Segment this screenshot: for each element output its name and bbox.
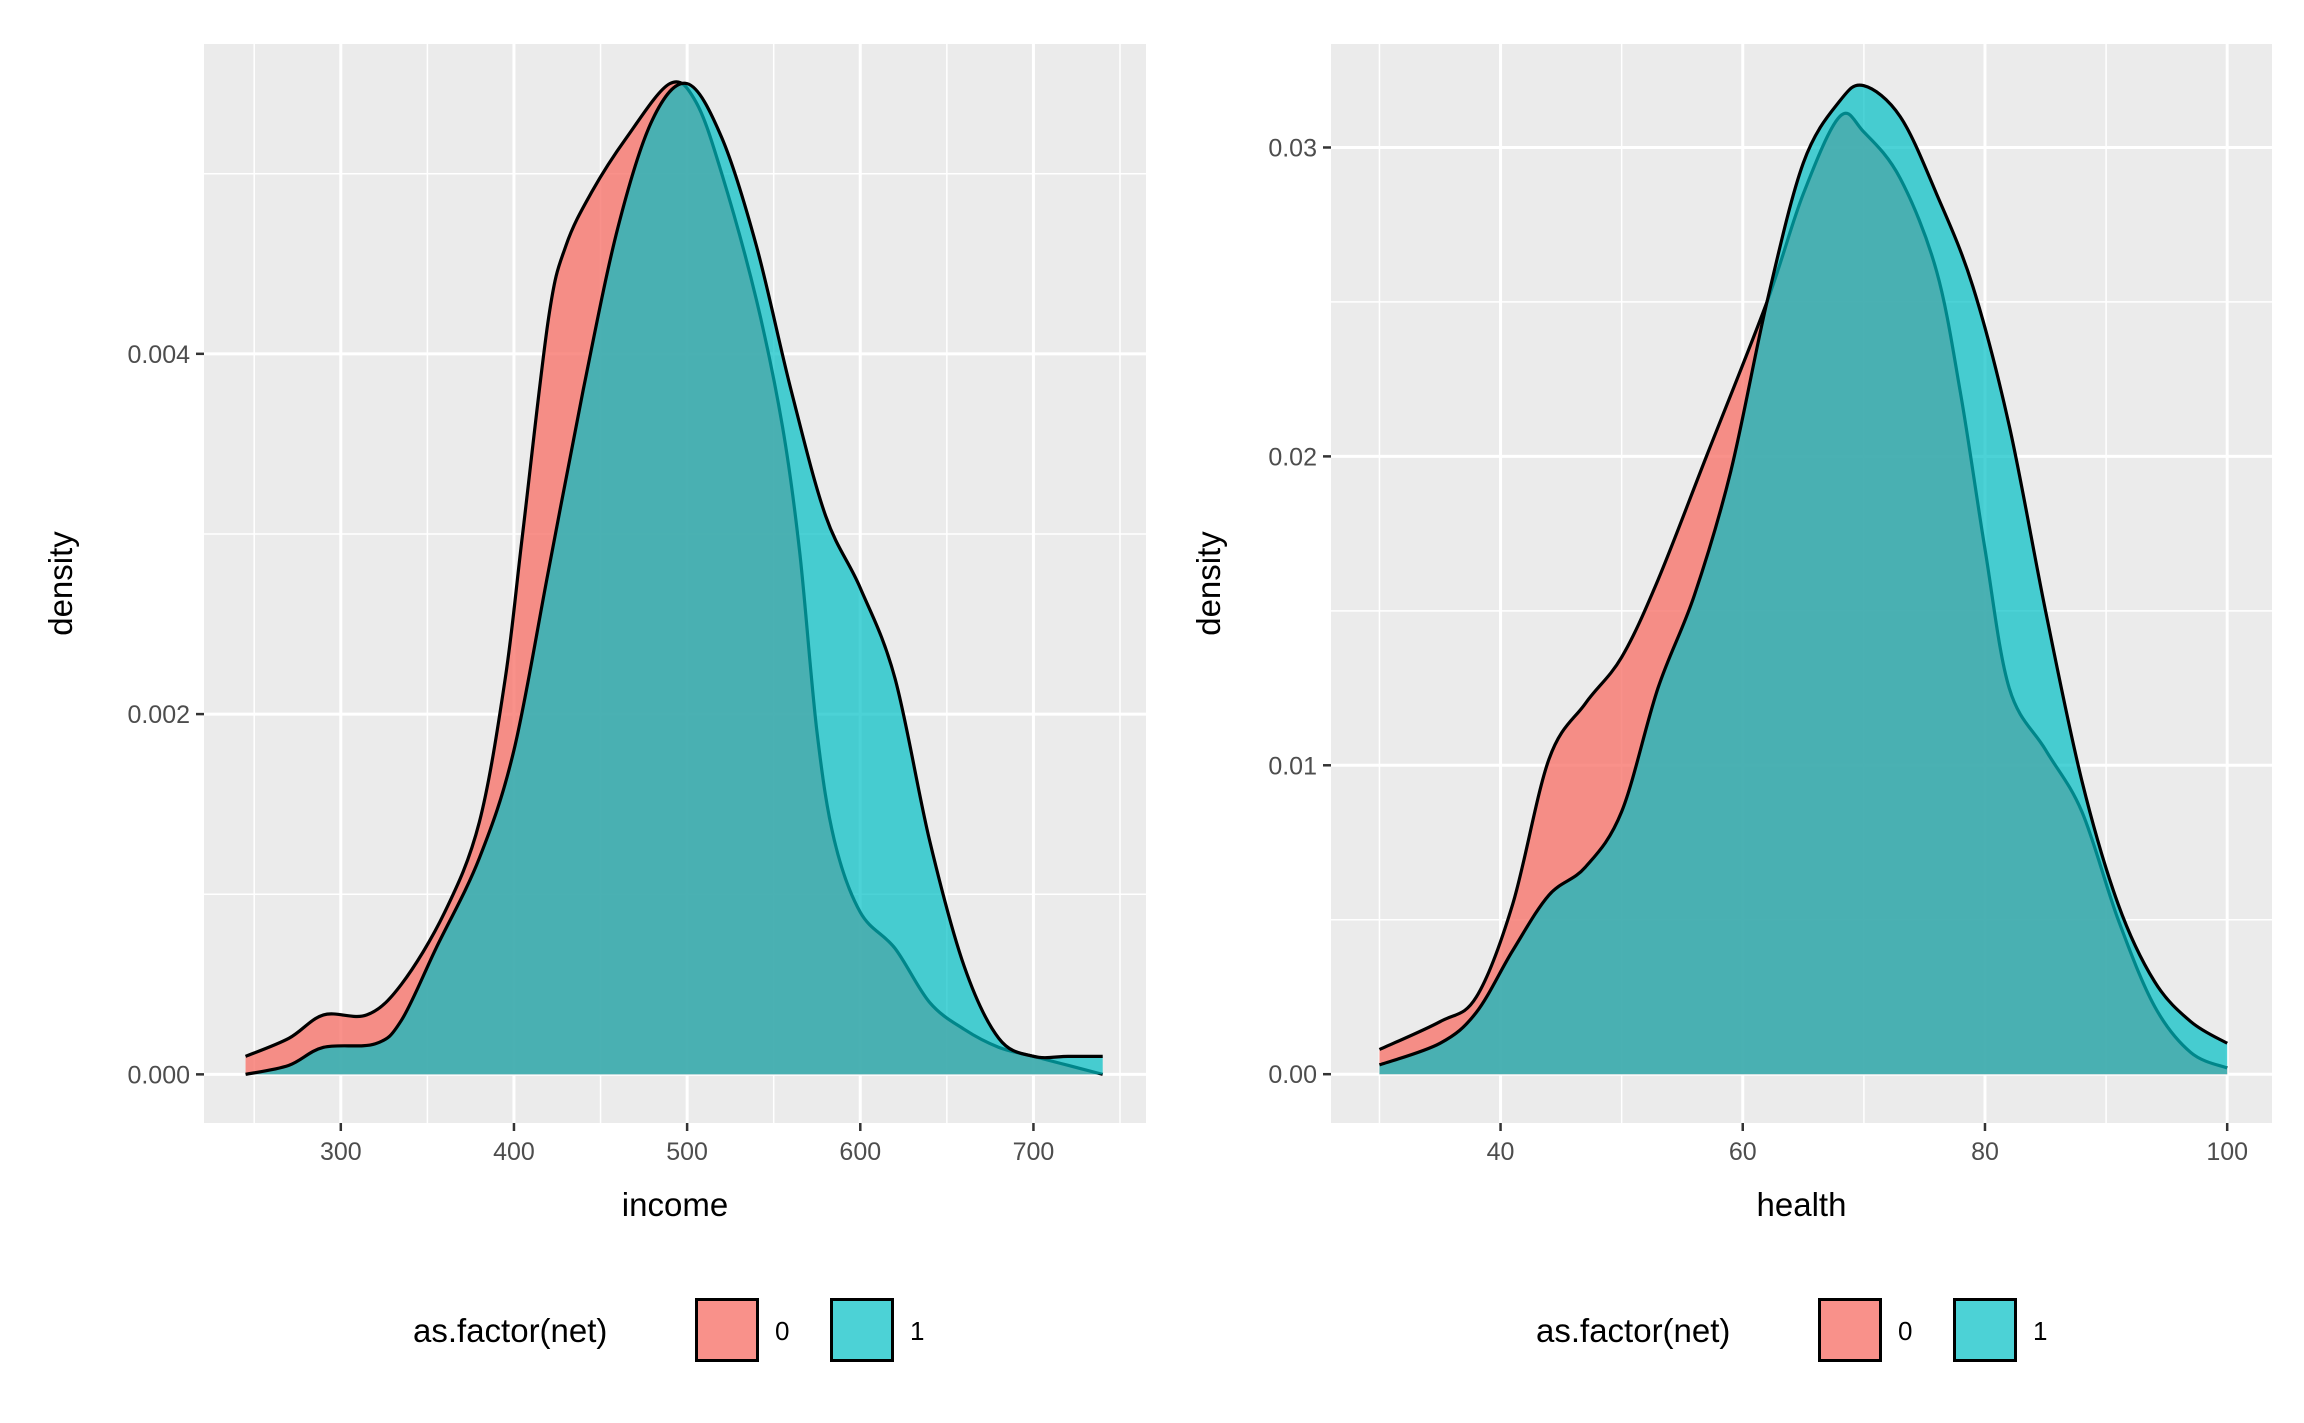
x-tick-label: 300 — [320, 1138, 362, 1166]
legend-key-0 — [1818, 1298, 1882, 1362]
legend-key-1 — [830, 1298, 894, 1362]
x-tick-label: 100 — [2206, 1138, 2248, 1166]
x-tick-label: 600 — [839, 1138, 881, 1166]
x-axis-title: income — [622, 1186, 728, 1223]
panel-2: 40 60 80 100 0.00 0.01 0.02 0.03 health density as… — [1190, 44, 2272, 1362]
x-tick-label: 500 — [666, 1138, 708, 1166]
x-tick-label: 700 — [1013, 1138, 1055, 1166]
density-line-group-1 — [1378, 83, 2229, 1067]
y-tick-label: 0.004 — [127, 341, 190, 369]
panel-1: 300 400 500 600 700 0.000 0.002 0.004 income dens… — [42, 44, 1146, 1362]
y-tick-label: 0.002 — [127, 701, 190, 729]
legend-label-0: 0 — [1898, 1316, 1912, 1346]
y-tick-label: 0.000 — [127, 1061, 190, 1089]
y-axis-title: density — [42, 531, 79, 636]
legend-title: as.factor(net) — [1536, 1312, 1730, 1349]
density-line-group-1 — [245, 81, 1103, 1076]
density-area-group-1 — [245, 83, 1103, 1075]
legend-title: as.factor(net) — [413, 1312, 607, 1349]
legend-label-1: 1 — [910, 1316, 924, 1346]
legend-label-0: 0 — [775, 1316, 789, 1346]
y-tick-label: 0.01 — [1268, 752, 1317, 780]
legend: as.factor(net) 0 1 — [1536, 1298, 2047, 1362]
y-tick-label: 0.00 — [1268, 1061, 1317, 1089]
y-axis-title: density — [1190, 531, 1227, 636]
x-tick-label: 80 — [1971, 1138, 1999, 1166]
y-tick-label: 0.03 — [1268, 134, 1317, 162]
legend-label-1: 1 — [2033, 1316, 2047, 1346]
x-tick-label: 40 — [1487, 1138, 1515, 1166]
legend-key-1 — [1953, 1298, 2017, 1362]
legend: as.factor(net) 0 1 — [413, 1298, 924, 1362]
x-tick-label: 60 — [1729, 1138, 1757, 1166]
y-tick-label: 0.02 — [1268, 443, 1317, 471]
x-tick-label: 400 — [493, 1138, 535, 1166]
x-axis-title: health — [1757, 1186, 1847, 1223]
density-area-group-1 — [1379, 85, 2228, 1075]
legend-key-0 — [695, 1298, 759, 1362]
